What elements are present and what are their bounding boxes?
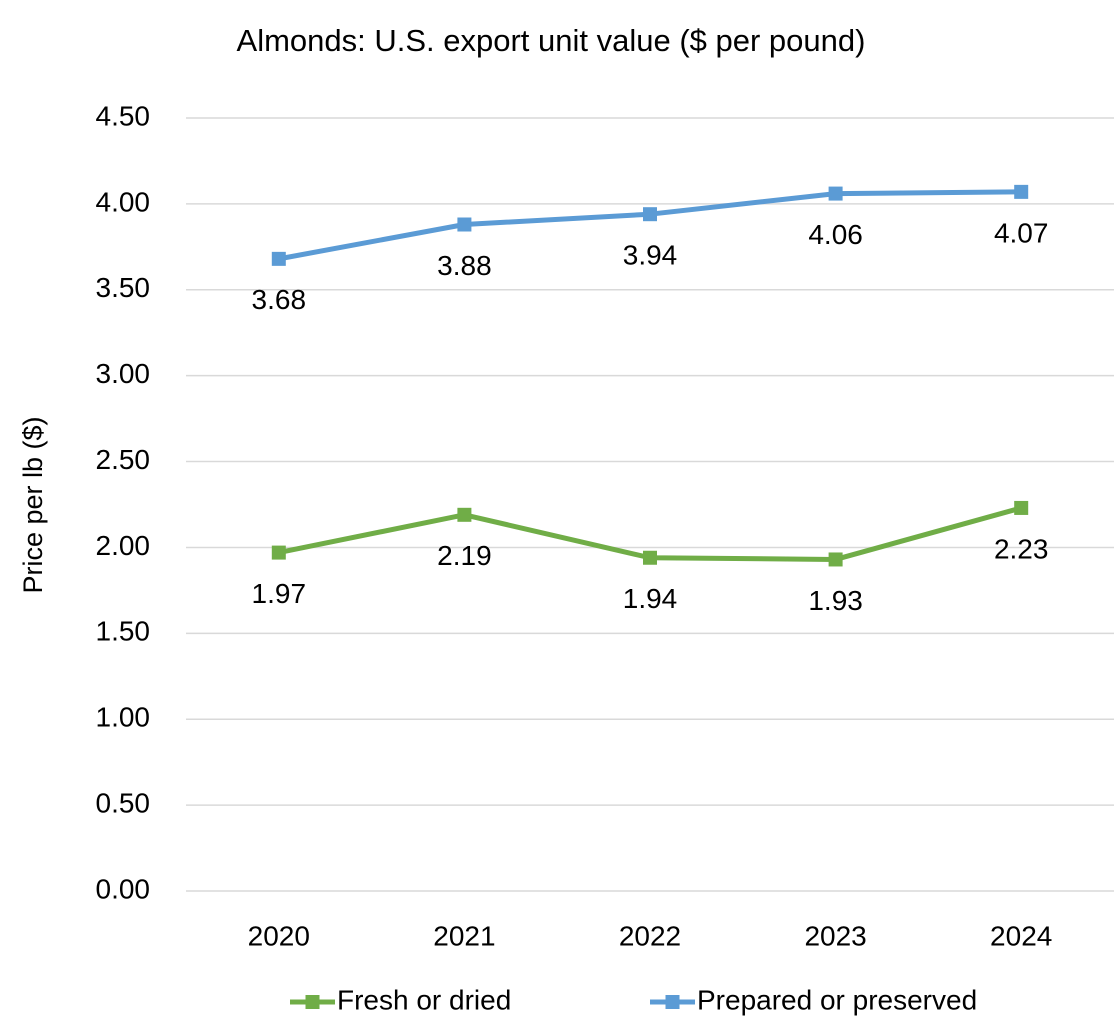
legend-marker bbox=[665, 995, 680, 1009]
data-label: 3.88 bbox=[437, 250, 492, 281]
y-tick-label: 4.00 bbox=[96, 186, 151, 217]
y-tick-label: 1.50 bbox=[96, 616, 151, 647]
y-axis-title: Price per lb ($) bbox=[18, 416, 48, 593]
y-tick-label: 4.50 bbox=[96, 100, 151, 131]
x-tick-label: 2023 bbox=[804, 920, 866, 951]
point-marker bbox=[271, 251, 286, 266]
data-label: 1.97 bbox=[252, 578, 307, 609]
y-tick-label: 0.00 bbox=[96, 873, 151, 904]
x-tick-label: 2024 bbox=[990, 920, 1052, 951]
point-marker bbox=[1014, 500, 1029, 515]
y-tick-label: 2.00 bbox=[96, 530, 151, 561]
data-label: 2.23 bbox=[994, 533, 1049, 564]
data-label: 4.06 bbox=[808, 219, 863, 250]
point-marker bbox=[828, 552, 843, 567]
y-tick-label: 3.00 bbox=[96, 358, 151, 389]
point-marker bbox=[643, 550, 657, 565]
legend-label: Prepared or preserved bbox=[697, 984, 977, 1015]
data-label: 3.68 bbox=[252, 284, 307, 315]
data-label: 3.94 bbox=[623, 240, 678, 271]
x-tick-label: 2021 bbox=[433, 920, 495, 951]
data-label: 1.94 bbox=[623, 583, 678, 614]
chart-title: Almonds: U.S. export unit value ($ per p… bbox=[237, 23, 866, 58]
x-tick-label: 2022 bbox=[619, 920, 681, 951]
point-marker bbox=[271, 545, 286, 560]
y-tick-label: 0.50 bbox=[96, 788, 151, 819]
legend-marker bbox=[305, 995, 320, 1009]
y-tick-label: 1.00 bbox=[96, 702, 151, 733]
point-marker bbox=[643, 207, 657, 222]
point-marker bbox=[457, 507, 472, 522]
x-tick-label: 2020 bbox=[248, 920, 310, 951]
point-marker bbox=[457, 217, 472, 232]
data-label: 1.93 bbox=[808, 585, 863, 616]
point-marker bbox=[1014, 184, 1029, 199]
legend-label: Fresh or dried bbox=[337, 984, 511, 1015]
y-tick-label: 3.50 bbox=[96, 272, 151, 303]
y-tick-label: 2.50 bbox=[96, 444, 151, 475]
data-label: 4.07 bbox=[994, 217, 1049, 248]
point-marker bbox=[828, 186, 843, 201]
data-label: 2.19 bbox=[437, 540, 492, 571]
